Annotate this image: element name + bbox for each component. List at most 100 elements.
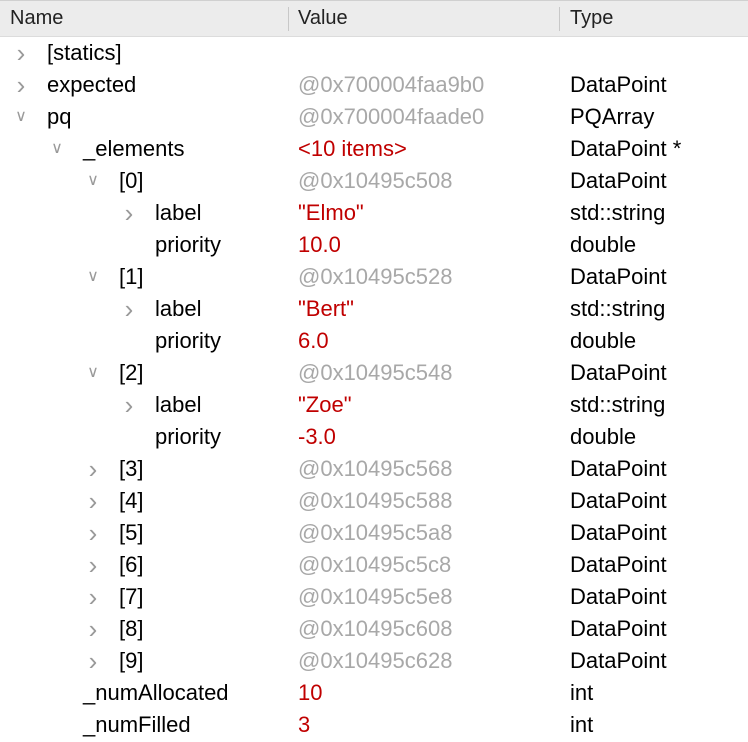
variable-type: std::string: [570, 296, 666, 321]
variable-value: "Zoe": [298, 392, 352, 417]
variable-value: 10.0: [298, 232, 341, 257]
variable-type: int: [570, 680, 594, 705]
variable-name: [0]: [119, 168, 144, 193]
variable-name: [statics]: [47, 40, 122, 65]
variable-type: DataPoint: [570, 168, 667, 193]
variable-value: @0x10495c508: [298, 168, 453, 193]
variable-value: "Bert": [298, 296, 354, 321]
variable-value: @0x10495c568: [298, 456, 453, 481]
tree-row[interactable]: ∨ [2] @0x10495c548 DataPoint: [0, 357, 748, 389]
column-divider[interactable]: [559, 7, 560, 31]
chevron-down-icon[interactable]: ∨: [15, 108, 27, 125]
tree-row[interactable]: ∨ [1] @0x10495c528 DataPoint: [0, 261, 748, 293]
chevron-right-icon[interactable]: ›: [124, 294, 134, 324]
tree-row[interactable]: priority 6.0 double: [0, 325, 748, 357]
chevron-right-icon[interactable]: ›: [88, 550, 98, 580]
chevron-right-icon[interactable]: ›: [88, 614, 98, 644]
column-header-value[interactable]: Value: [298, 7, 348, 29]
column-divider[interactable]: [288, 7, 289, 31]
variable-type: double: [570, 232, 637, 257]
variable-name: [6]: [119, 552, 144, 577]
chevron-right-icon[interactable]: ›: [88, 582, 98, 612]
tree-row[interactable]: _numFilled 3 int: [0, 709, 748, 741]
variable-name: [2]: [119, 360, 144, 385]
variable-name: [3]: [119, 456, 144, 481]
variable-name: [4]: [119, 488, 144, 513]
tree-row[interactable]: › [statics]: [0, 37, 748, 69]
variable-value: "Elmo": [298, 200, 364, 225]
variable-type: DataPoint: [570, 264, 667, 289]
variable-value: @0x10495c5e8: [298, 584, 453, 609]
tree-row[interactable]: ∨ _elements <10 items> DataPoint *: [0, 133, 748, 165]
tree-row[interactable]: › label "Bert" std::string: [0, 293, 748, 325]
variable-type: DataPoint: [570, 520, 667, 545]
variable-value: 3: [298, 712, 311, 737]
variable-type: double: [570, 424, 637, 449]
variable-name: [5]: [119, 520, 144, 545]
tree-row[interactable]: › [6] @0x10495c5c8 DataPoint: [0, 549, 748, 581]
chevron-right-icon[interactable]: ›: [124, 390, 134, 420]
tree-row[interactable]: › [8] @0x10495c608 DataPoint: [0, 613, 748, 645]
variable-value: @0x10495c608: [298, 616, 453, 641]
variable-name: label: [155, 296, 202, 321]
tree-row[interactable]: › label "Elmo" std::string: [0, 197, 748, 229]
tree-row[interactable]: priority -3.0 double: [0, 421, 748, 453]
variable-type: DataPoint *: [570, 136, 682, 161]
tree-row[interactable]: ∨ [0] @0x10495c508 DataPoint: [0, 165, 748, 197]
variable-type: int: [570, 712, 594, 737]
variable-name: priority: [155, 328, 222, 353]
variable-value: @0x10495c588: [298, 488, 453, 513]
variable-name: [7]: [119, 584, 144, 609]
variable-name: label: [155, 392, 202, 417]
chevron-right-icon[interactable]: ›: [88, 518, 98, 548]
variable-type: PQArray: [570, 104, 655, 129]
chevron-right-icon[interactable]: ›: [88, 486, 98, 516]
variable-name: [8]: [119, 616, 144, 641]
variable-type: DataPoint: [570, 72, 667, 97]
tree-row[interactable]: › [5] @0x10495c5a8 DataPoint: [0, 517, 748, 549]
tree-row[interactable]: ∨ pq @0x700004faade0 PQArray: [0, 101, 748, 133]
variable-type: DataPoint: [570, 584, 667, 609]
variable-value: 6.0: [298, 328, 329, 353]
tree-row[interactable]: › expected @0x700004faa9b0 DataPoint: [0, 69, 748, 101]
chevron-right-icon[interactable]: ›: [88, 454, 98, 484]
chevron-right-icon[interactable]: ›: [88, 646, 98, 676]
tree-row[interactable]: › [9] @0x10495c628 DataPoint: [0, 645, 748, 677]
variable-name: pq: [47, 104, 72, 129]
variable-value: 10: [298, 680, 323, 705]
tree-row[interactable]: › [7] @0x10495c5e8 DataPoint: [0, 581, 748, 613]
variable-value: @0x700004faa9b0: [298, 72, 485, 97]
variable-type: std::string: [570, 392, 666, 417]
variable-type: double: [570, 328, 637, 353]
chevron-down-icon[interactable]: ∨: [87, 268, 99, 285]
tree-row[interactable]: priority 10.0 double: [0, 229, 748, 261]
variable-value: <10 items>: [298, 136, 407, 161]
chevron-right-icon[interactable]: ›: [124, 198, 134, 228]
variable-type: DataPoint: [570, 552, 667, 577]
variable-type: DataPoint: [570, 616, 667, 641]
column-header-name[interactable]: Name: [10, 7, 64, 29]
variable-type: DataPoint: [570, 456, 667, 481]
chevron-down-icon[interactable]: ∨: [87, 364, 99, 381]
column-header: Name Value Type: [0, 0, 748, 37]
variable-type: DataPoint: [570, 648, 667, 673]
tree-row[interactable]: › label "Zoe" std::string: [0, 389, 748, 421]
chevron-right-icon[interactable]: ›: [16, 70, 26, 100]
chevron-down-icon[interactable]: ∨: [87, 172, 99, 189]
tree-row[interactable]: _numAllocated 10 int: [0, 677, 748, 709]
chevron-right-icon[interactable]: ›: [16, 38, 26, 68]
variable-name: [9]: [119, 648, 144, 673]
tree-row[interactable]: › [4] @0x10495c588 DataPoint: [0, 485, 748, 517]
chevron-down-icon[interactable]: ∨: [51, 140, 63, 157]
tree-row[interactable]: › [3] @0x10495c568 DataPoint: [0, 453, 748, 485]
variable-name: _numAllocated: [83, 680, 229, 705]
variable-name: label: [155, 200, 202, 225]
variable-value: @0x10495c5c8: [298, 552, 452, 577]
variables-tree: › [statics] › expected @0x700004faa9b0 DataPo…: [0, 37, 748, 741]
variable-value: @0x10495c5a8: [298, 520, 453, 545]
column-header-type[interactable]: Type: [570, 7, 614, 29]
variable-name: [1]: [119, 264, 144, 289]
variable-name: _numFilled: [83, 712, 191, 737]
variable-type: DataPoint: [570, 360, 667, 385]
variable-type: std::string: [570, 200, 666, 225]
